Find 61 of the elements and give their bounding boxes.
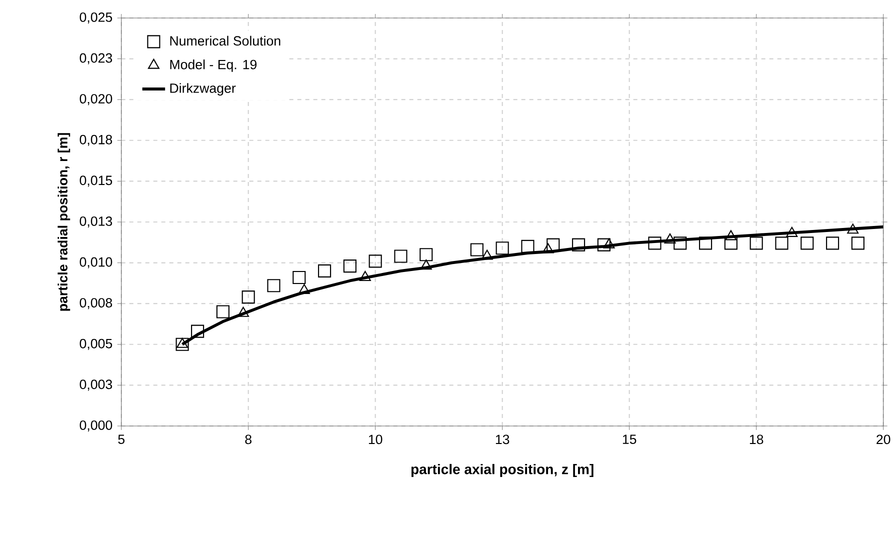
y-tick-label: 0,018 xyxy=(80,134,112,146)
x-tick-label: 20 xyxy=(876,434,890,444)
point xyxy=(496,242,509,255)
y-tick-label: 0,015 xyxy=(80,176,112,187)
legend-label: Numerical Solution xyxy=(170,36,280,46)
y-tick-label: 0,010 xyxy=(80,257,112,268)
point xyxy=(176,338,188,348)
point xyxy=(724,236,738,250)
y-tick-label: 0,023 xyxy=(80,53,112,64)
point xyxy=(267,279,280,292)
y-tick-label: 0,005 xyxy=(80,338,112,350)
point xyxy=(420,260,432,270)
point xyxy=(242,290,255,304)
y-tick-label: 0,013 xyxy=(80,216,112,228)
point xyxy=(420,248,433,262)
legend-label: Dirkzwager xyxy=(170,83,236,96)
y-tick-label: 0,020 xyxy=(80,94,112,106)
point xyxy=(603,238,615,248)
x-tick-label: 5 xyxy=(118,434,124,444)
x-tick-label: 10 xyxy=(368,434,382,444)
point xyxy=(359,270,371,282)
point xyxy=(238,306,249,317)
point xyxy=(775,236,788,250)
point xyxy=(470,243,484,256)
point xyxy=(851,236,864,250)
point xyxy=(847,224,859,234)
point xyxy=(648,236,662,250)
point xyxy=(394,250,408,263)
point xyxy=(542,243,554,254)
point xyxy=(481,250,493,260)
x-tick-label: 15 xyxy=(622,434,636,444)
point xyxy=(664,233,676,244)
x-tick-label: 18 xyxy=(750,434,764,444)
x-tick-label: 13 xyxy=(496,434,510,444)
point xyxy=(298,284,310,294)
y-tick-label: 0,000 xyxy=(80,420,112,432)
point xyxy=(216,305,230,318)
point xyxy=(800,236,814,250)
legend-label: Model - Eq. 19 xyxy=(170,59,257,72)
point xyxy=(318,264,332,278)
point xyxy=(572,238,586,252)
point xyxy=(176,338,189,351)
point xyxy=(597,238,610,252)
x-axis-title: particle axial position, z [m] xyxy=(411,464,594,478)
point xyxy=(521,240,534,254)
point xyxy=(546,238,560,252)
point xyxy=(725,230,737,240)
point xyxy=(786,226,798,237)
point xyxy=(750,236,763,250)
point xyxy=(292,270,306,284)
point xyxy=(343,260,356,273)
point xyxy=(699,236,712,250)
point xyxy=(191,324,204,338)
y-tick-label: 0,003 xyxy=(80,380,112,391)
point xyxy=(368,254,382,268)
y-tick-label: 0,008 xyxy=(80,298,112,310)
x-tick-label: 8 xyxy=(245,434,252,444)
y-axis-title: particle radial position, r [m] xyxy=(58,133,70,311)
y-tick-label: 0,025 xyxy=(80,12,112,24)
point xyxy=(674,236,687,250)
point xyxy=(826,236,840,250)
